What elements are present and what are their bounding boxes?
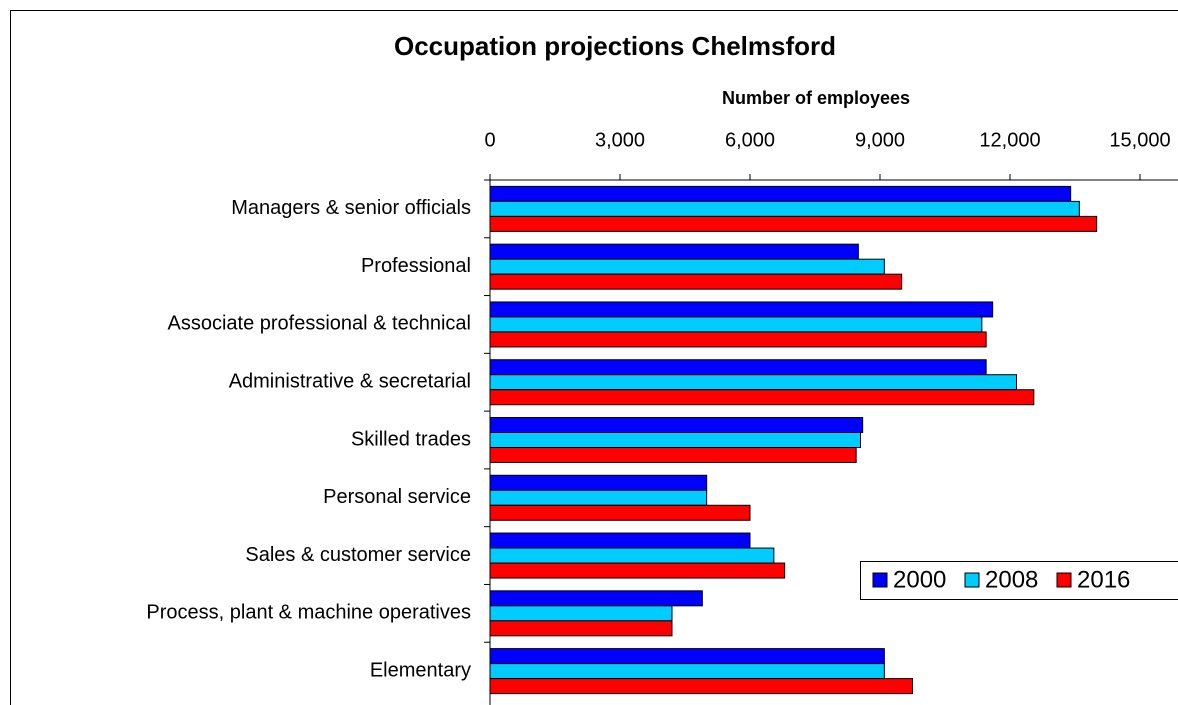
x-tick-label: 12,000	[979, 129, 1040, 151]
bar	[489, 447, 857, 463]
y-tick-label: Process, plant & machine operatives	[146, 602, 471, 624]
bar	[489, 359, 987, 376]
bar	[489, 273, 903, 290]
bar	[489, 504, 751, 521]
bar	[489, 301, 994, 318]
legend-box	[860, 561, 1178, 600]
y-tick-label: Managers & senior officials	[231, 197, 471, 219]
bar	[489, 243, 859, 260]
bar	[489, 562, 786, 579]
legend-swatch	[1056, 572, 1072, 588]
x-tick-label: 0	[484, 129, 495, 151]
legend-swatch	[964, 572, 980, 588]
bar	[489, 185, 1072, 202]
bar	[489, 663, 885, 680]
legend-swatch	[872, 572, 888, 588]
bar	[489, 605, 673, 622]
y-tick-label: Administrative & secretarial	[229, 371, 471, 393]
y-tick-label: Elementary	[370, 659, 471, 681]
legend-label: 2000	[893, 566, 946, 593]
bar	[489, 258, 885, 275]
bar	[489, 374, 1017, 391]
bar	[489, 316, 983, 333]
x-tick-label: 6,000	[725, 129, 775, 151]
bar	[489, 590, 703, 607]
x-tick-label: 15,000	[1109, 129, 1170, 151]
y-tick-label: Sales & customer service	[245, 544, 471, 566]
y-tick-label: Associate professional & technical	[168, 313, 472, 335]
bar	[489, 417, 864, 433]
chart-title: Occupation projections Chelmsford	[394, 31, 836, 61]
x-tick-label: 9,000	[855, 129, 905, 151]
x-tick-label: 3,000	[595, 129, 645, 151]
bar	[489, 547, 775, 564]
legend-label: 2016	[1077, 566, 1130, 593]
y-tick-label: Professional	[361, 255, 471, 277]
bar	[489, 200, 1080, 217]
bar	[489, 489, 708, 506]
bar	[489, 215, 1098, 232]
bar	[489, 474, 708, 491]
bar	[489, 432, 861, 448]
bar	[489, 331, 987, 348]
y-tick-label: Skilled trades	[351, 428, 471, 450]
legend-label: 2008	[985, 566, 1038, 593]
bar	[489, 532, 751, 549]
bar	[489, 620, 673, 637]
bar	[489, 678, 913, 695]
y-tick-label: Personal service	[323, 486, 471, 508]
bar	[489, 648, 885, 665]
bar	[489, 389, 1035, 406]
x-axis-title: Number of employees	[722, 88, 910, 108]
